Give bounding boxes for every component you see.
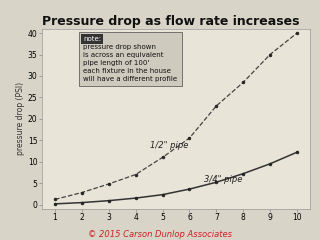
- Text: note:
pressure drop shown
is across an equivalent
pipe length of 100'
each fixtu: note: pressure drop shown is across an e…: [83, 36, 177, 82]
- Y-axis label: pressure drop (PSI): pressure drop (PSI): [16, 82, 25, 155]
- Text: © 2015 Carson Dunlop Associates: © 2015 Carson Dunlop Associates: [88, 230, 232, 239]
- Text: note:: note:: [83, 36, 101, 42]
- Text: 3/4" pipe: 3/4" pipe: [204, 175, 243, 184]
- Text: Pressure drop as flow rate increases: Pressure drop as flow rate increases: [42, 15, 299, 28]
- Text: 1/2" pipe: 1/2" pipe: [150, 141, 189, 150]
